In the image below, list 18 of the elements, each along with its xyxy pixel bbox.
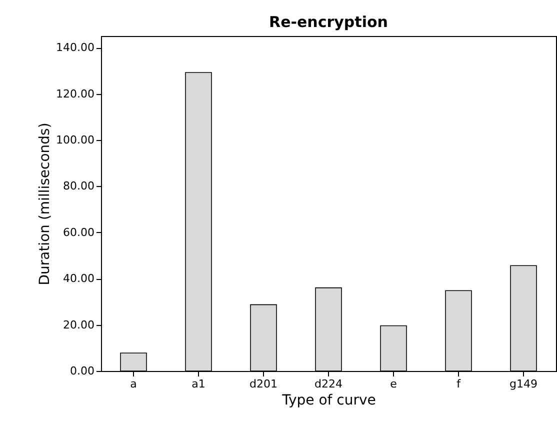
y-tick-label: 140.00 — [56, 41, 94, 54]
x-tick-label: g149 — [510, 378, 538, 390]
y-tick-label: 20.00 — [63, 318, 94, 332]
y-tick-label: 80.00 — [63, 180, 94, 193]
y-tick-label: 40.00 — [63, 272, 94, 286]
y-tick-label: 120.00 — [56, 87, 94, 100]
y-axis-title: Duration (milliseconds) — [37, 122, 54, 286]
x-tick-label: d224 — [314, 378, 342, 390]
y-tick-label: 100.00 — [56, 133, 94, 146]
x-tick-label: d201 — [250, 378, 278, 390]
y-tick-label: 0.00 — [70, 364, 94, 378]
x-tick-label: a — [130, 378, 137, 390]
x-tick-label: a1 — [192, 378, 206, 390]
chart-title: Re-encryption — [269, 13, 388, 31]
x-axis-title: Type of curve — [281, 392, 376, 408]
x-tick-label: e — [390, 378, 398, 390]
x-tick-label: f — [456, 378, 462, 390]
y-tick-label: 60.00 — [63, 226, 94, 239]
